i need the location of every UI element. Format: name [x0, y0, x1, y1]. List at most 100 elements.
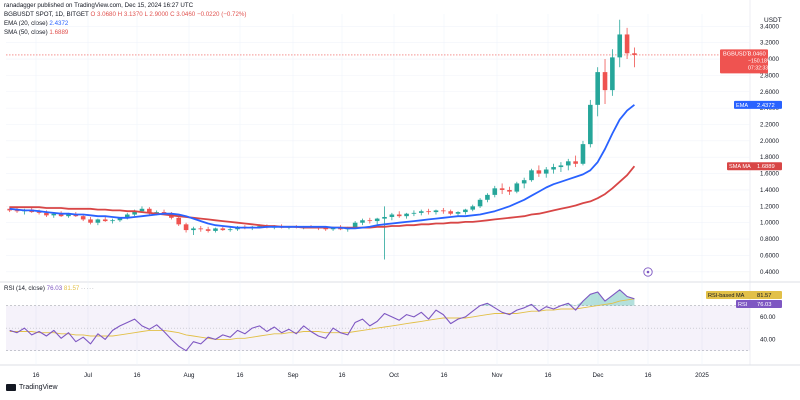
candle[interactable]: [529, 168, 534, 182]
candle-body: [595, 72, 600, 105]
candle[interactable]: [595, 67, 600, 117]
candle-body: [507, 189, 512, 192]
ohlc-close: C 3.0460: [170, 11, 196, 18]
rsi-overbought-fill: [582, 294, 591, 306]
candle-body: [374, 218, 380, 222]
candle[interactable]: [617, 19, 623, 68]
candle[interactable]: [521, 177, 527, 189]
time-tick-label: Nov: [491, 372, 503, 379]
candle[interactable]: [102, 216, 108, 222]
candle-body: [492, 188, 498, 195]
sma-tag-label: SMA MA: [729, 164, 751, 170]
candle[interactable]: [485, 193, 490, 203]
sma-legend-value: 1.6889: [49, 29, 69, 36]
candle[interactable]: [110, 218, 115, 224]
rsi-legend[interactable]: RSI (14, close) 76.03 81.57 ∙∙∙∙∙: [4, 285, 95, 293]
candle[interactable]: [477, 198, 483, 208]
candle[interactable]: [382, 206, 387, 260]
candle[interactable]: [433, 209, 439, 215]
candle[interactable]: [499, 183, 505, 195]
candle[interactable]: [551, 163, 556, 174]
symbol-line[interactable]: BGBUSDT SPOT, 1D, BITGET O 3.0680 H 3.13…: [4, 11, 247, 19]
price-tick-label: 1.6000: [760, 171, 779, 178]
candle[interactable]: [367, 217, 373, 224]
candle[interactable]: [624, 27, 630, 60]
price-tick-label: 3.4000: [760, 23, 779, 30]
candle[interactable]: [588, 99, 593, 148]
candle[interactable]: [470, 204, 476, 212]
candle-body: [14, 210, 20, 212]
time-tick-label: 16: [545, 372, 552, 379]
candle[interactable]: [448, 209, 453, 216]
tradingview-logo-icon: [6, 384, 16, 391]
candle-body: [220, 228, 226, 231]
candle[interactable]: [573, 155, 578, 168]
candle[interactable]: [80, 214, 86, 222]
candle[interactable]: [88, 216, 93, 225]
ema-legend[interactable]: EMA (20, close) 2.4372: [4, 20, 68, 28]
ema-tag-label: EMA: [736, 103, 748, 109]
candle[interactable]: [514, 181, 520, 194]
candle[interactable]: [610, 49, 615, 96]
candle[interactable]: [95, 218, 101, 226]
candle[interactable]: [507, 186, 512, 195]
candle[interactable]: [374, 217, 380, 225]
rsi-ma-line[interactable]: [9, 298, 635, 340]
candle[interactable]: [411, 210, 417, 217]
rsi-overbought-fill: [590, 292, 598, 306]
price-tick-label: 3.0000: [760, 56, 779, 63]
candle-body: [477, 199, 483, 207]
time-tick-label: Jul: [84, 372, 92, 379]
alert-icon[interactable]: [643, 267, 653, 277]
candle[interactable]: [602, 59, 608, 105]
sma-line[interactable]: [9, 165, 636, 229]
candle[interactable]: [580, 140, 586, 166]
rsi-line[interactable]: [9, 289, 635, 352]
candle[interactable]: [426, 208, 431, 215]
candle[interactable]: [565, 158, 571, 171]
candle[interactable]: [389, 212, 395, 221]
rsi-tag[interactable]: RSI 76.03: [736, 300, 782, 308]
candle[interactable]: [558, 162, 564, 172]
candle[interactable]: [632, 47, 637, 68]
candle-body: [558, 165, 564, 168]
price-tick-label: 1.0000: [760, 220, 779, 227]
rsi-tag-label: RSI: [738, 302, 748, 308]
time-tick-label: Dec: [592, 372, 603, 379]
ema-line[interactable]: [9, 104, 635, 230]
candle[interactable]: [404, 212, 409, 219]
ohlc-open: O 3.0680: [90, 11, 116, 18]
candle[interactable]: [492, 185, 498, 198]
candle-body: [632, 53, 637, 55]
candle[interactable]: [183, 222, 189, 233]
candle[interactable]: [418, 209, 424, 216]
last-price-value: 3.0460: [748, 51, 766, 57]
price-tick-label: 0.4000: [760, 269, 779, 276]
rsi-ma-tag[interactable]: RSI-based MA 81.57: [706, 291, 782, 299]
ema-tag[interactable]: EMA 2.4372: [734, 100, 782, 109]
sma-legend[interactable]: SMA (50, close) 1.6889: [4, 29, 68, 37]
candle[interactable]: [396, 211, 402, 218]
candle[interactable]: [198, 225, 204, 232]
candle[interactable]: [543, 167, 549, 178]
candle[interactable]: [205, 226, 211, 233]
ohlc-high: H 3.1370: [117, 11, 143, 18]
candle[interactable]: [463, 208, 468, 215]
candle[interactable]: [360, 218, 365, 226]
more-dots-icon[interactable]: ∙∙∙∙∙: [81, 285, 95, 292]
candle[interactable]: [191, 226, 196, 235]
candle[interactable]: [213, 227, 218, 233]
candle[interactable]: [220, 226, 226, 231]
candle-body: [80, 216, 86, 220]
candle-body: [117, 217, 123, 221]
candle[interactable]: [227, 227, 233, 232]
candle[interactable]: [536, 165, 542, 177]
candle[interactable]: [176, 216, 182, 226]
candle-body: [227, 229, 233, 231]
candle[interactable]: [441, 207, 446, 214]
candle-body: [323, 228, 329, 230]
sma-tag[interactable]: SMA MA 1.6889: [727, 162, 782, 171]
